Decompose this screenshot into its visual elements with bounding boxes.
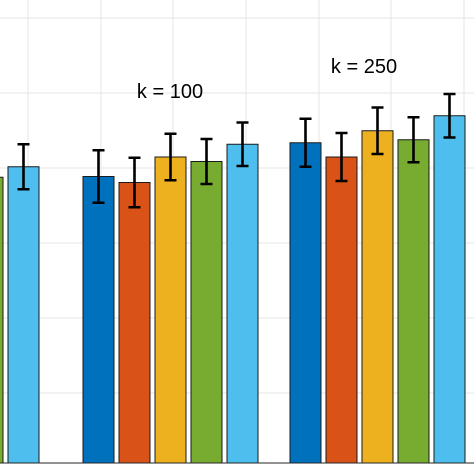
group-labels: k = 100 k = 250 [137, 56, 397, 103]
bar [226, 143, 259, 464]
error-bar [371, 106, 384, 156]
bar [325, 156, 358, 464]
error-bar [236, 121, 249, 168]
bar [7, 166, 40, 464]
error-bar [443, 92, 456, 139]
bar [82, 176, 115, 464]
error-bar [17, 142, 30, 191]
error-bar [335, 131, 348, 183]
bar [0, 176, 4, 464]
bar [190, 161, 223, 464]
group-label: k = 250 [331, 56, 397, 78]
bar [154, 156, 187, 464]
group-label: k = 100 [137, 81, 203, 103]
error-bar [200, 137, 213, 186]
bars [0, 115, 466, 464]
error-bar [299, 117, 312, 169]
error-bar [92, 148, 105, 205]
error-bar [407, 115, 420, 164]
bar [361, 130, 394, 464]
error-bar [128, 156, 141, 209]
bar [433, 115, 466, 464]
error-bars [17, 92, 456, 209]
bar [118, 182, 151, 464]
bar [289, 142, 322, 464]
error-bar [164, 132, 177, 182]
bar [397, 139, 430, 464]
